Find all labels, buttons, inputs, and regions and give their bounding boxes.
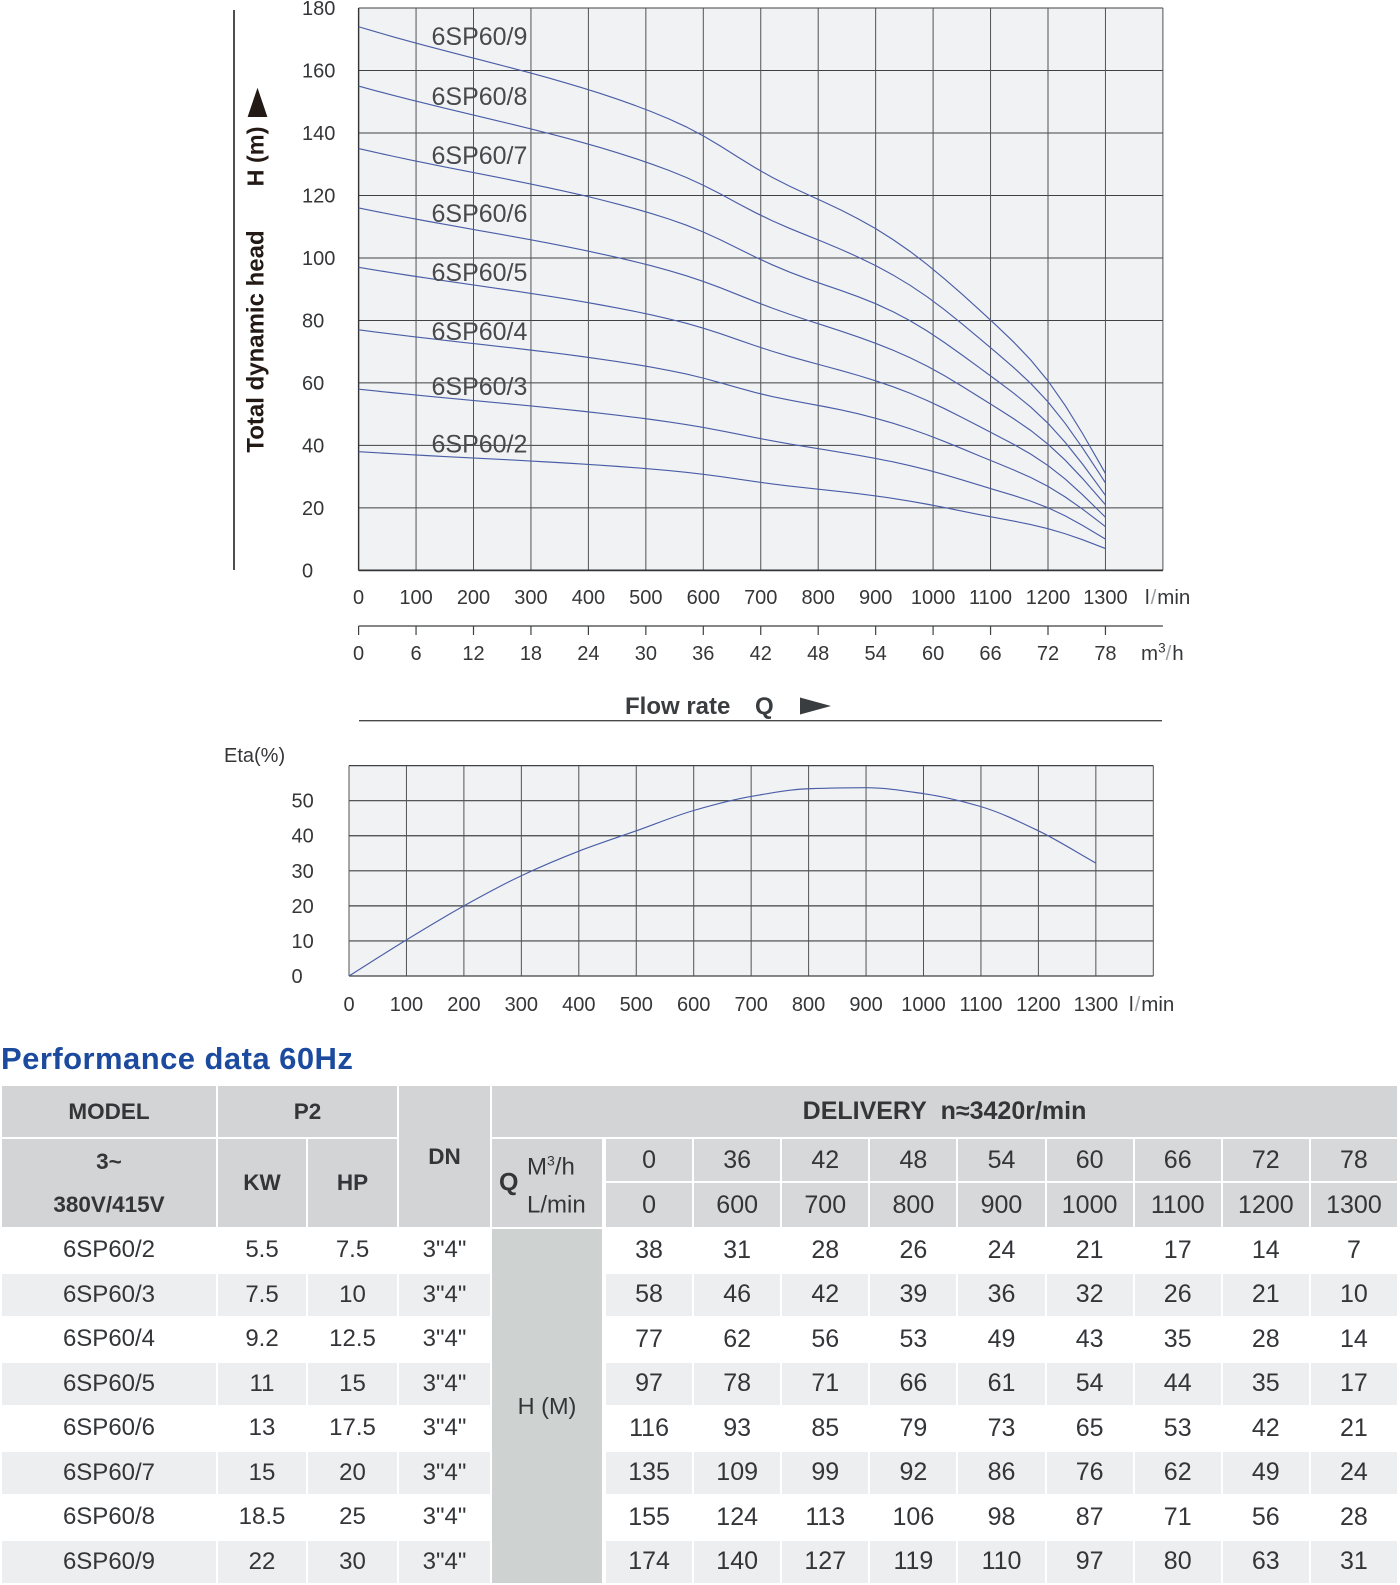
svg-text:900: 900 (859, 587, 892, 609)
svg-text:6SP60/5: 6SP60/5 (432, 259, 528, 287)
svg-text:1300: 1300 (1074, 994, 1119, 1016)
svg-text:500: 500 (629, 587, 662, 609)
svg-text:l/min: l/min (1129, 993, 1174, 1016)
svg-text:1200: 1200 (1016, 994, 1061, 1016)
svg-text:6SP60/4: 6SP60/4 (432, 318, 528, 346)
svg-text:800: 800 (802, 587, 835, 609)
svg-text:50: 50 (292, 791, 314, 813)
svg-text:800: 800 (792, 994, 825, 1016)
svg-text:6SP60/6: 6SP60/6 (432, 200, 528, 228)
svg-text:6: 6 (410, 643, 421, 665)
svg-text:1300: 1300 (1083, 587, 1128, 609)
svg-text:24: 24 (577, 643, 599, 665)
svg-text:42: 42 (750, 643, 772, 665)
svg-text:1100: 1100 (959, 994, 1002, 1016)
svg-text:Eta(%): Eta(%) (224, 745, 285, 767)
svg-text:1100: 1100 (969, 587, 1012, 609)
svg-text:6SP60/7: 6SP60/7 (432, 142, 528, 170)
svg-text:6SP60/9: 6SP60/9 (432, 23, 528, 51)
svg-text:66: 66 (979, 643, 1001, 665)
svg-text:0: 0 (302, 560, 313, 582)
svg-text:140: 140 (302, 123, 335, 145)
svg-text:78: 78 (1094, 643, 1116, 665)
svg-text:700: 700 (734, 994, 767, 1016)
svg-text:200: 200 (457, 587, 490, 609)
svg-text:40: 40 (292, 826, 314, 848)
svg-text:l/min: l/min (1145, 586, 1190, 609)
svg-text:300: 300 (505, 994, 538, 1016)
svg-text:30: 30 (292, 861, 314, 883)
svg-text:60: 60 (922, 643, 944, 665)
svg-text:1200: 1200 (1026, 587, 1071, 609)
svg-text:1000: 1000 (911, 587, 956, 609)
svg-text:Flow rate: Flow rate (625, 693, 730, 720)
svg-text:10: 10 (292, 931, 314, 953)
svg-text:12: 12 (462, 643, 484, 665)
svg-text:300: 300 (514, 587, 547, 609)
svg-text:6SP60/3: 6SP60/3 (432, 373, 528, 401)
svg-text:600: 600 (677, 994, 710, 1016)
svg-text:80: 80 (302, 310, 324, 332)
svg-text:100: 100 (390, 994, 423, 1016)
svg-text:m3/h: m3/h (1141, 641, 1184, 666)
svg-text:20: 20 (292, 896, 314, 918)
svg-text:20: 20 (302, 498, 324, 520)
svg-text:500: 500 (620, 994, 653, 1016)
svg-text:100: 100 (302, 248, 335, 270)
svg-text:60: 60 (302, 373, 324, 395)
svg-text:200: 200 (447, 994, 480, 1016)
svg-text:100: 100 (399, 587, 432, 609)
svg-text:36: 36 (692, 643, 714, 665)
svg-text:0: 0 (353, 643, 364, 665)
svg-text:900: 900 (849, 994, 882, 1016)
svg-text:6SP60/2: 6SP60/2 (432, 431, 528, 459)
svg-text:160: 160 (302, 60, 335, 82)
svg-text:40: 40 (302, 435, 324, 457)
svg-text:0: 0 (343, 994, 354, 1016)
svg-text:30: 30 (635, 643, 657, 665)
svg-text:400: 400 (562, 994, 595, 1016)
svg-text:180: 180 (302, 0, 335, 20)
svg-text:18: 18 (520, 643, 542, 665)
svg-text:72: 72 (1037, 643, 1059, 665)
svg-text:H (m): H (m) (243, 126, 269, 186)
svg-text:1000: 1000 (901, 994, 946, 1016)
svg-text:6SP60/8: 6SP60/8 (432, 83, 528, 111)
svg-text:Q: Q (755, 693, 774, 720)
svg-text:48: 48 (807, 643, 829, 665)
svg-text:0: 0 (353, 587, 364, 609)
svg-text:600: 600 (687, 587, 720, 609)
svg-text:400: 400 (572, 587, 605, 609)
svg-text:Total dynamic head: Total dynamic head (243, 230, 270, 452)
svg-text:700: 700 (744, 587, 777, 609)
svg-text:120: 120 (302, 185, 335, 207)
svg-text:0: 0 (292, 966, 303, 988)
svg-text:54: 54 (865, 643, 887, 665)
